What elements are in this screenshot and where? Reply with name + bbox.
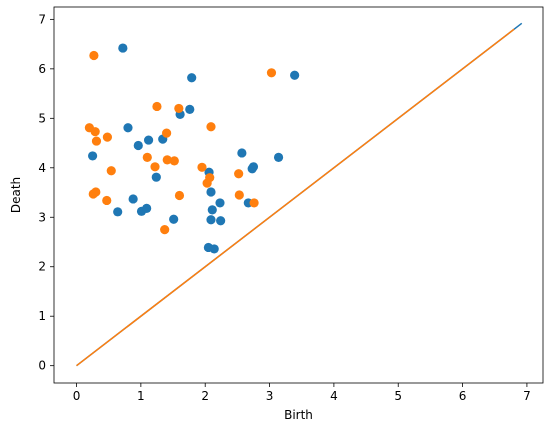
y-tick-label: 7 — [38, 12, 46, 26]
y-tick-label: 0 — [38, 359, 46, 373]
series-1-point — [161, 128, 172, 138]
series-0-point — [209, 244, 219, 254]
series-0-point — [216, 216, 226, 226]
series-1-point — [174, 103, 184, 114]
y-axis-label: Death — [9, 177, 23, 213]
plot-area — [76, 22, 523, 367]
series-0-point — [169, 214, 179, 224]
series-0-point — [88, 151, 98, 161]
y-tick-label: 4 — [38, 161, 46, 175]
y-tick-label: 6 — [38, 62, 46, 76]
axes-frame — [53, 6, 544, 384]
y-tick-label: 2 — [38, 260, 46, 274]
series-0-point — [273, 152, 284, 162]
series-0-point — [151, 172, 161, 182]
series-1-point — [90, 127, 100, 137]
y-tick-label: 5 — [38, 111, 46, 125]
series-1-point — [206, 122, 216, 132]
series-0-point — [143, 135, 154, 145]
series-1-point — [249, 198, 259, 208]
series-0-point — [133, 140, 143, 151]
series-0-point — [215, 198, 225, 208]
series-1-point — [91, 136, 102, 146]
x-tick-label: 4 — [330, 389, 338, 403]
x-tick-label: 5 — [394, 389, 402, 403]
series-0-point — [123, 123, 133, 133]
series-1-point — [266, 68, 277, 78]
series-1-point — [162, 155, 172, 165]
series-0-point — [207, 205, 217, 215]
x-tick-label: 0 — [73, 389, 81, 403]
series-1-point — [174, 190, 185, 201]
x-tick-label: 1 — [137, 389, 145, 403]
series-1-point — [150, 162, 160, 172]
series-1-point — [142, 152, 152, 162]
series-0-point — [118, 43, 128, 53]
axes: 0 1 2 3 4 5 6 7 0 1 2 3 4 5 6 7 — [38, 6, 544, 403]
series-1-point — [102, 132, 113, 142]
series-1-point — [160, 225, 170, 235]
series-1-point — [234, 190, 244, 200]
series-1-point — [106, 166, 116, 176]
series-1-point — [89, 50, 99, 61]
series-0-point — [206, 187, 216, 197]
series-1-point — [88, 189, 98, 199]
x-tick-label: 3 — [266, 389, 274, 403]
x-axis-label: Birth — [284, 408, 313, 422]
series-0-point — [113, 207, 123, 217]
series-0-point — [187, 73, 197, 83]
series-0-point — [290, 70, 300, 80]
x-tick-label: 2 — [201, 389, 209, 403]
series-1-point — [152, 101, 162, 112]
series-1-point — [197, 162, 207, 172]
x-tick-label: 7 — [523, 389, 531, 403]
x-tick-label: 6 — [459, 389, 467, 403]
series-0-point — [247, 164, 257, 174]
series-0-point — [185, 104, 195, 115]
series-1-point — [234, 169, 244, 179]
series-1-point — [169, 156, 179, 166]
series-0-point — [128, 194, 138, 204]
y-tick-label: 1 — [38, 309, 46, 323]
series-1-point — [102, 195, 112, 206]
y-tick-label: 3 — [38, 210, 46, 224]
series-0-point — [142, 203, 152, 213]
series-1-point — [202, 178, 212, 188]
series-0-point — [206, 215, 216, 225]
diagonal-line — [76, 28, 515, 367]
series-0-point — [237, 148, 247, 158]
